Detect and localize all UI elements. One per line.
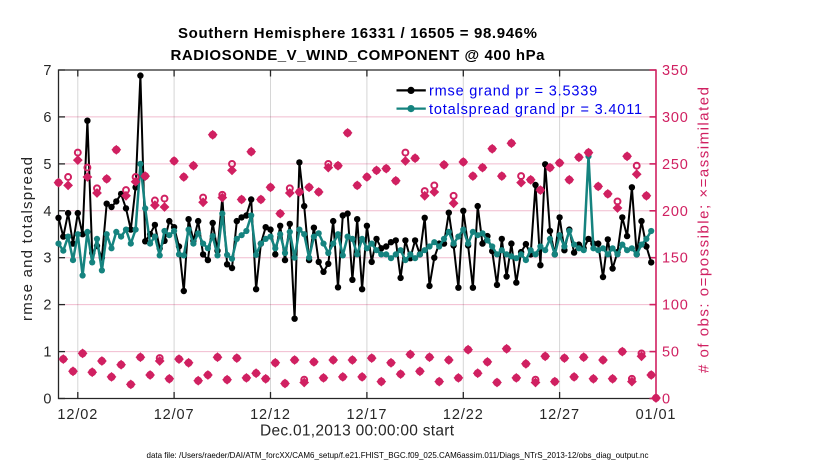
svg-text:RADIOSONDE_V_WIND_COMPONENT @: RADIOSONDE_V_WIND_COMPONENT @ 400 hPa xyxy=(171,47,546,64)
svg-text:100: 100 xyxy=(662,298,689,314)
svg-text:12/02: 12/02 xyxy=(57,407,98,423)
svg-text:0: 0 xyxy=(662,392,671,408)
svg-text:01/01: 01/01 xyxy=(636,407,677,423)
svg-text:4: 4 xyxy=(43,204,51,220)
svg-text:5: 5 xyxy=(43,157,51,173)
svg-text:7: 7 xyxy=(43,63,51,79)
svg-text:12/27: 12/27 xyxy=(539,407,580,423)
svg-text:# of obs: o=possible; ×=assimi: # of obs: o=possible; ×=assimilated xyxy=(696,87,713,373)
svg-text:rmse grand pr = 3.5339: rmse grand pr = 3.5339 xyxy=(429,84,597,100)
svg-text:50: 50 xyxy=(662,345,680,361)
svg-text:350: 350 xyxy=(662,63,689,79)
svg-text:150: 150 xyxy=(662,251,689,267)
svg-text:1: 1 xyxy=(43,345,51,361)
svg-text:6: 6 xyxy=(43,110,51,126)
svg-text:12/17: 12/17 xyxy=(347,407,388,423)
svg-text:0: 0 xyxy=(43,392,51,408)
svg-text:250: 250 xyxy=(662,157,689,173)
svg-text:Dec.01,2013 00:00:00 start: Dec.01,2013 00:00:00 start xyxy=(260,423,455,440)
svg-text:data file: /Users/raeder/DAI/A: data file: /Users/raeder/DAI/ATM_forcXX/… xyxy=(147,450,649,460)
svg-text:Southern Hemisphere 16331 / 16: Southern Hemisphere 16331 / 16505 = 98.9… xyxy=(178,25,537,42)
svg-text:200: 200 xyxy=(662,204,689,220)
svg-text:12/07: 12/07 xyxy=(154,407,195,423)
svg-text:2: 2 xyxy=(43,298,51,314)
svg-text:totalspread grand pr = 3.4011: totalspread grand pr = 3.4011 xyxy=(429,102,642,118)
svg-text:12/12: 12/12 xyxy=(250,407,291,423)
svg-text:12/22: 12/22 xyxy=(443,407,484,423)
svg-text:3: 3 xyxy=(43,251,51,267)
svg-text:300: 300 xyxy=(662,110,689,126)
